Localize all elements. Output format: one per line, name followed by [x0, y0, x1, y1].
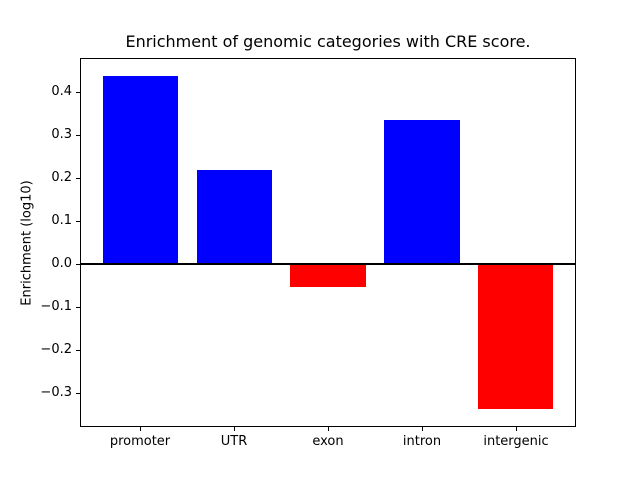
y-tick-label: 0.0 [51, 256, 72, 271]
y-tick-label: −0.3 [40, 385, 72, 400]
y-tick [76, 264, 80, 265]
x-tick [234, 427, 235, 431]
y-tick-label: −0.2 [40, 342, 72, 357]
y-tick [76, 221, 80, 222]
x-tick [140, 427, 141, 431]
plot-area [80, 58, 576, 427]
y-axis-label: Enrichment (log10) [19, 180, 35, 306]
y-tick [76, 350, 80, 351]
y-tick-label: 0.1 [51, 213, 72, 228]
y-tick [76, 135, 80, 136]
y-tick-label: −0.1 [40, 299, 72, 314]
chart-title: Enrichment of genomic categories with CR… [125, 32, 531, 51]
x-tick [516, 427, 517, 431]
x-tick-label: intron [402, 434, 442, 449]
zero-line [80, 263, 576, 265]
x-tick-label: promoter [109, 434, 171, 449]
x-tick [422, 427, 423, 431]
x-tick-label: UTR [220, 434, 248, 449]
y-tick [76, 307, 80, 308]
y-tick [76, 92, 80, 93]
y-tick [76, 178, 80, 179]
y-tick-label: 0.2 [51, 170, 72, 185]
bar-UTR [196, 169, 272, 264]
bar-intergenic [478, 264, 554, 410]
x-tick-label: exon [312, 434, 344, 449]
bar-exon [290, 264, 366, 288]
y-tick-label: 0.3 [51, 127, 72, 142]
x-tick-label: intergenic [483, 434, 549, 449]
bar-promoter [102, 76, 178, 264]
y-tick [76, 393, 80, 394]
bar-intron [384, 120, 460, 264]
y-tick-label: 0.4 [51, 84, 72, 99]
x-tick [328, 427, 329, 431]
